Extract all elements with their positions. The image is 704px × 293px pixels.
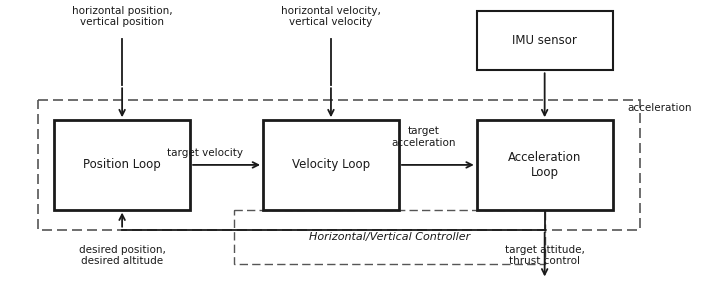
Bar	[234, 210, 545, 265]
Text: Acceleration
Loop: Acceleration Loop	[508, 151, 582, 179]
Text: IMU sensor: IMU sensor	[513, 34, 577, 47]
Text: Position Loop: Position Loop	[83, 159, 161, 171]
Text: target attitude,
thrust control: target attitude, thrust control	[505, 245, 584, 266]
Bar	[477, 11, 612, 70]
Text: acceleration: acceleration	[627, 103, 692, 113]
Text: target velocity: target velocity	[167, 148, 243, 158]
Bar	[37, 100, 640, 230]
Text: target
acceleration: target acceleration	[391, 126, 455, 148]
Bar	[54, 120, 190, 210]
Bar	[477, 120, 612, 210]
Text: horizontal position,
vertical position: horizontal position, vertical position	[72, 6, 172, 27]
Text: Horizontal/Vertical Controller: Horizontal/Vertical Controller	[308, 231, 470, 241]
Text: horizontal velocity,
vertical velocity: horizontal velocity, vertical velocity	[281, 6, 381, 27]
Text: Velocity Loop: Velocity Loop	[292, 159, 370, 171]
Bar	[263, 120, 399, 210]
Text: desired position,
desired altitude: desired position, desired altitude	[79, 245, 165, 266]
